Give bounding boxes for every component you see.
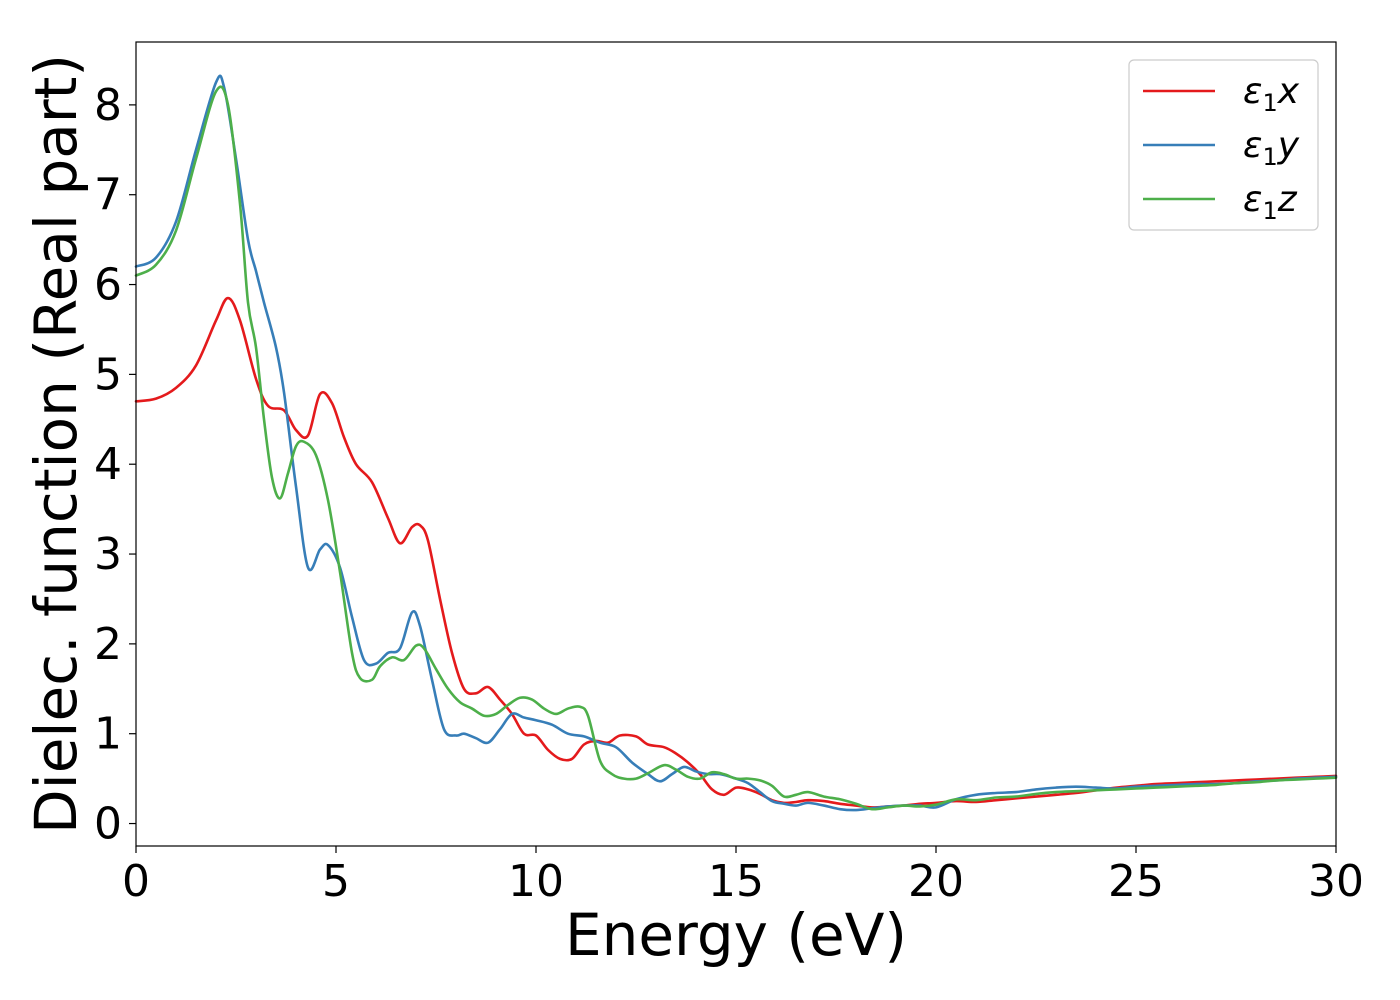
y-tick-label: 2	[94, 619, 122, 670]
series-line-x	[134, 296, 1338, 809]
x-tick-label: 15	[708, 856, 764, 907]
x-tick-label: 5	[322, 856, 350, 907]
legend-label: ε1y	[1243, 125, 1300, 171]
y-tick-label: 4	[94, 439, 122, 490]
x-tick-label: 20	[908, 856, 964, 907]
series-line-z	[134, 85, 1338, 811]
series-layer	[134, 74, 1338, 812]
y-axis: 0 1 2 3 4 5 6 7 8	[94, 80, 136, 850]
y-tick-label: 7	[94, 170, 122, 221]
x-tick-label: 10	[508, 856, 564, 907]
y-axis-title: Dielec. function (Real part)	[22, 54, 90, 834]
y-tick-label: 6	[94, 260, 122, 311]
y-tick-label: 1	[94, 709, 122, 760]
legend: ε1x ε1y ε1z	[1128, 59, 1319, 231]
x-axis: 0 5 10 15 20 25 30	[122, 846, 1364, 907]
x-tick-label: 25	[1108, 856, 1164, 907]
x-tick-label: 0	[122, 856, 150, 907]
y-tick-label: 3	[94, 529, 122, 580]
y-tick-label: 0	[94, 799, 122, 850]
legend-box	[1128, 59, 1319, 231]
x-tick-label: 30	[1308, 856, 1364, 907]
y-tick-label: 5	[94, 349, 122, 400]
legend-label: ε1x	[1243, 71, 1300, 117]
x-axis-title: Energy (eV)	[565, 901, 907, 969]
legend-label: ε1z	[1243, 179, 1298, 225]
y-tick-label: 8	[94, 80, 122, 131]
